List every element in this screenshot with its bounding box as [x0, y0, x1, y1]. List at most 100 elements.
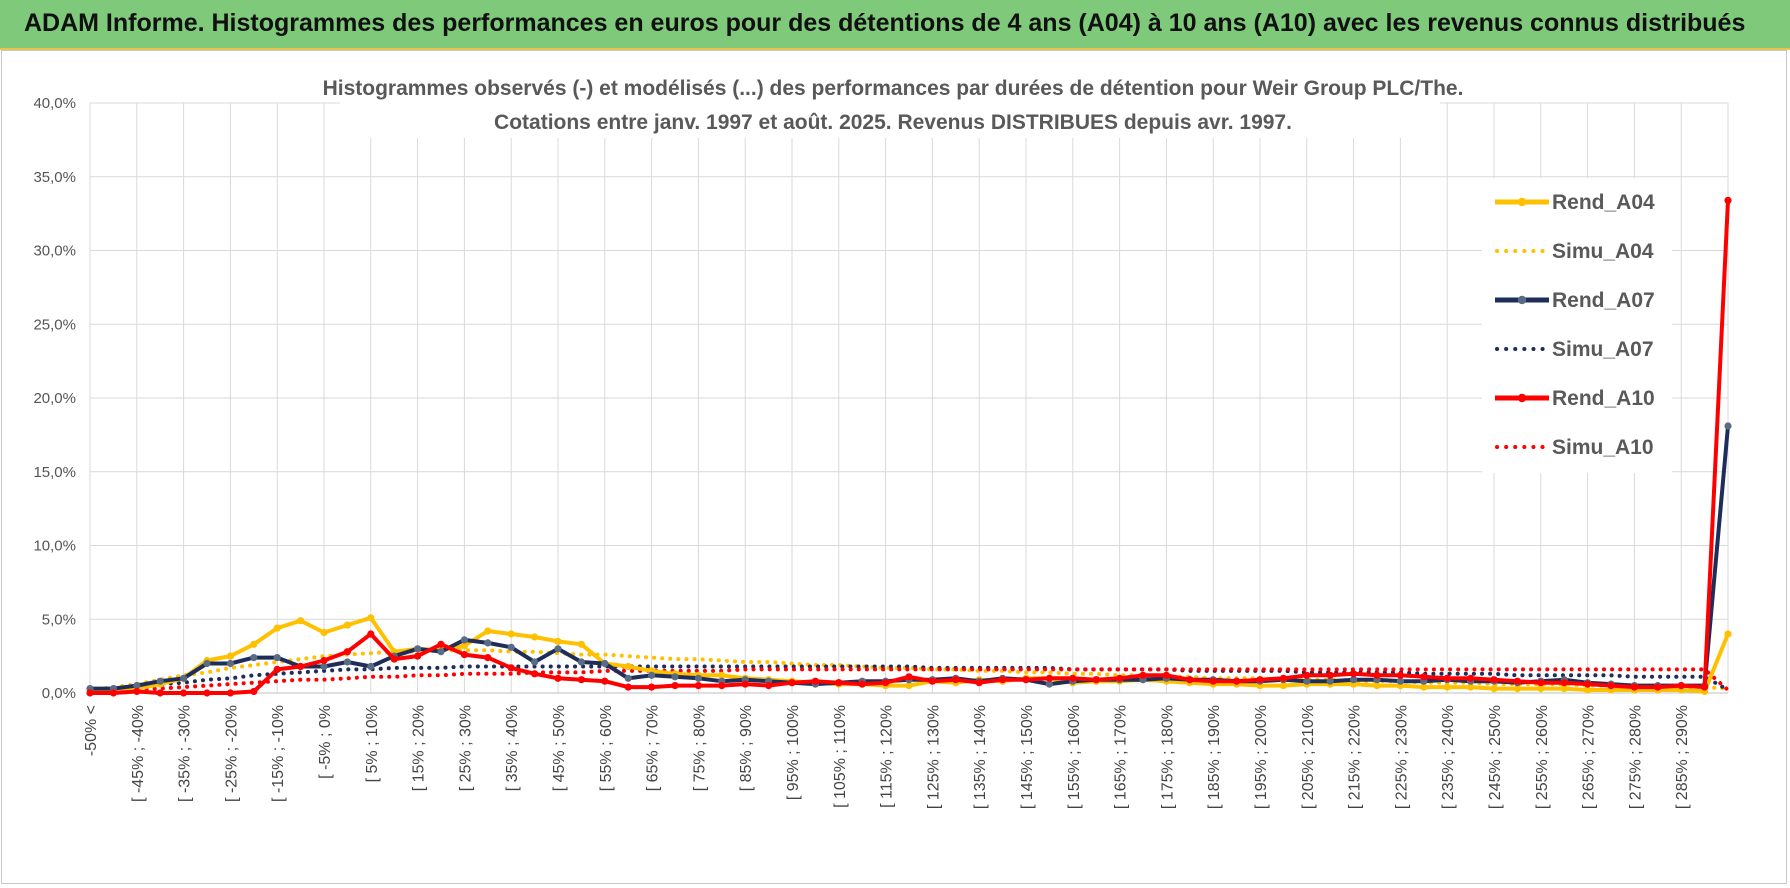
header-banner: ADAM Informe. Histogrammes des performan… — [0, 0, 1790, 50]
data-point — [343, 658, 351, 666]
data-point — [109, 689, 117, 697]
data-point — [1326, 671, 1334, 679]
legend-entry: Rend_A04 — [1495, 191, 1655, 214]
data-point — [297, 617, 305, 625]
data-point — [343, 648, 351, 656]
data-point — [1209, 677, 1217, 685]
data-point — [577, 658, 586, 666]
x-tick-label: [ 135% ; 140% — [972, 705, 989, 809]
data-point — [999, 676, 1007, 684]
x-tick-label: [ 215% ; 220% — [1347, 705, 1364, 809]
data-point — [648, 683, 656, 691]
x-tick-label: [ 185% ; 190% — [1206, 705, 1223, 809]
x-tick-label: [ 45% ; 50% — [551, 705, 568, 791]
data-point — [250, 640, 258, 648]
data-point — [180, 689, 188, 697]
data-point — [180, 674, 188, 682]
chart-title: Histogrammes observés (-) et modélisés (… — [323, 70, 1464, 138]
data-point — [648, 671, 656, 679]
data-point — [1677, 682, 1685, 690]
x-tick-label: [ 195% ; 200% — [1253, 705, 1270, 809]
x-tick-label: [ 175% ; 180% — [1159, 705, 1176, 809]
data-point — [250, 654, 258, 662]
legend-background — [1482, 178, 1672, 473]
data-point — [554, 645, 562, 653]
series-line — [88, 664, 1730, 692]
legend-label: Rend_A04 — [1552, 191, 1655, 214]
data-point — [1724, 196, 1732, 204]
x-tick-label: -50% < — [83, 705, 100, 756]
legend-label: Simu_A07 — [1552, 338, 1654, 361]
x-tick-label: [ 235% ; 240% — [1440, 705, 1457, 809]
x-tick-label: [ -35% ; -30% — [177, 705, 194, 802]
legend-entry: Rend_A10 — [1495, 387, 1655, 410]
x-tick-label: [ 105% ; 110% — [832, 705, 849, 808]
x-tick-label: [ 265% ; 270% — [1581, 705, 1598, 809]
data-point — [765, 682, 773, 690]
data-point — [1537, 685, 1545, 693]
data-point — [1513, 677, 1521, 685]
data-point — [1350, 676, 1358, 684]
data-point — [531, 633, 539, 641]
series-Simu_A04 — [88, 648, 1730, 692]
x-tick-label: [ 285% ; 290% — [1674, 705, 1691, 809]
data-point — [624, 662, 632, 671]
data-point — [367, 630, 375, 638]
legend-marker — [1517, 393, 1527, 403]
data-point — [1186, 676, 1194, 684]
data-point — [1724, 630, 1732, 638]
data-point — [1162, 671, 1170, 679]
data-point — [273, 624, 281, 632]
legend-label: Rend_A10 — [1552, 387, 1655, 410]
data-point — [858, 680, 866, 688]
data-point — [1467, 683, 1475, 691]
series-line — [88, 648, 1730, 692]
x-tick-label: [ -45% ; -40% — [130, 705, 147, 802]
data-point — [1045, 680, 1053, 688]
y-tick-label: 0,0% — [42, 685, 76, 702]
data-point — [694, 674, 703, 682]
data-point — [741, 680, 749, 688]
data-point — [1069, 674, 1077, 682]
data-point — [1303, 677, 1311, 685]
data-point — [343, 621, 351, 629]
data-point — [414, 652, 422, 660]
data-point — [1701, 683, 1709, 691]
data-point — [367, 614, 375, 622]
series-line — [88, 667, 1730, 695]
data-point — [1045, 674, 1053, 682]
legend-entry: Simu_A10 — [1495, 436, 1654, 459]
data-point — [1443, 683, 1451, 691]
data-point — [1560, 679, 1568, 687]
data-point — [624, 683, 632, 691]
data-point — [1654, 683, 1662, 691]
data-point — [1420, 683, 1428, 691]
data-point — [507, 643, 515, 651]
data-point — [1139, 671, 1147, 679]
chart-title-line-2: Cotations entre janv. 1997 et août. 2025… — [494, 111, 1292, 134]
x-tick-label: [ 205% ; 210% — [1300, 705, 1317, 809]
data-point — [507, 630, 515, 638]
x-tick-label: [ 165% ; 170% — [1113, 705, 1130, 809]
x-tick-label: [ 75% ; 80% — [691, 705, 708, 791]
data-point — [507, 664, 515, 672]
legend-marker — [1517, 295, 1527, 305]
x-tick-label: [ -15% ; -10% — [270, 705, 287, 802]
x-tick-label: [ 5% ; 10% — [364, 705, 381, 782]
y-tick-label: 15,0% — [33, 464, 76, 481]
legend-label: Simu_A10 — [1552, 436, 1654, 459]
data-point — [1396, 677, 1404, 685]
chart-frame — [1, 50, 1787, 884]
data-point — [320, 662, 328, 671]
chart-title-line-1: Histogrammes observés (-) et modélisés (… — [323, 77, 1464, 100]
data-point — [320, 656, 328, 665]
x-tick-label: [ -5% ; 0% — [317, 705, 334, 779]
data-point — [1373, 671, 1381, 679]
data-point — [1443, 674, 1451, 682]
legend-entry: Simu_A07 — [1495, 338, 1654, 361]
data-point — [718, 682, 726, 690]
data-point — [1584, 680, 1592, 688]
x-tick-label: [ 275% ; 280% — [1627, 705, 1644, 809]
x-tick-label: [ 25% ; 30% — [457, 705, 474, 791]
data-point — [882, 679, 890, 687]
